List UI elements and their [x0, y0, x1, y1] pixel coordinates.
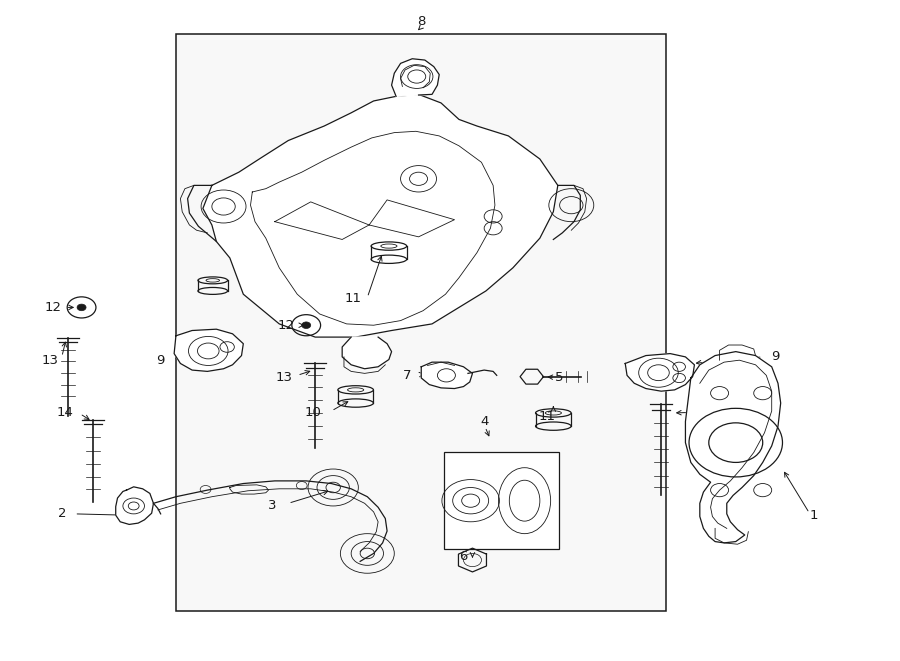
Text: 9: 9 — [157, 354, 165, 367]
Text: 11: 11 — [345, 292, 362, 305]
Text: 4: 4 — [480, 415, 489, 428]
Text: 14: 14 — [57, 407, 74, 420]
Polygon shape — [626, 354, 695, 391]
Text: 8: 8 — [417, 15, 426, 28]
Polygon shape — [392, 59, 439, 97]
Text: 3: 3 — [268, 499, 276, 512]
Text: 7: 7 — [402, 369, 411, 382]
Circle shape — [77, 304, 86, 311]
Text: 5: 5 — [555, 371, 564, 385]
Bar — [444, 452, 559, 549]
Text: 13: 13 — [41, 354, 58, 367]
Bar — [176, 34, 666, 611]
Text: 10: 10 — [305, 407, 322, 420]
Text: 12: 12 — [44, 301, 61, 314]
Polygon shape — [116, 487, 154, 524]
Text: 14: 14 — [747, 405, 764, 418]
Circle shape — [302, 322, 310, 329]
Text: 13: 13 — [275, 371, 292, 385]
Polygon shape — [421, 362, 473, 389]
Polygon shape — [342, 337, 392, 369]
Polygon shape — [686, 352, 780, 543]
Text: 12: 12 — [278, 319, 295, 332]
Text: 1: 1 — [810, 509, 818, 522]
Polygon shape — [174, 329, 243, 371]
Text: 6: 6 — [459, 549, 468, 563]
Text: 9: 9 — [771, 350, 779, 364]
Polygon shape — [202, 95, 558, 337]
Text: 2: 2 — [58, 508, 66, 520]
Text: 11: 11 — [538, 410, 555, 423]
